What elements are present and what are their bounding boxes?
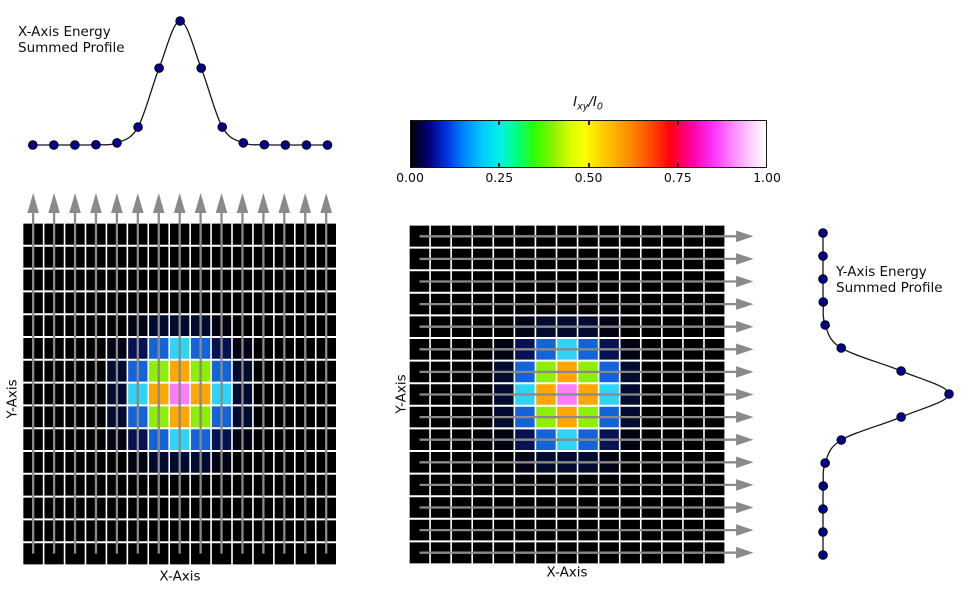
sum-arrow-head — [736, 230, 754, 243]
sum-arrow-head — [736, 253, 754, 265]
sum-arrow-head — [736, 343, 754, 356]
colorbar-tick-label: 0.50 — [574, 170, 603, 185]
x-profile-title-line1: X-Axis Energy — [18, 24, 111, 40]
sum-arrow-head — [736, 546, 754, 559]
sum-arrow-head — [278, 193, 291, 213]
sum-arrow-head — [90, 193, 102, 213]
colorbar-tick-mark — [676, 120, 679, 125]
profile-data-point — [820, 458, 830, 468]
profile-data-point — [836, 435, 847, 445]
colorbar-tick-mark — [498, 163, 501, 168]
profile-data-point — [896, 412, 906, 422]
profile-data-point — [91, 139, 101, 150]
sum-arrow-head — [736, 411, 754, 423]
sum-arrow-head — [736, 388, 754, 401]
profile-data-point — [818, 251, 828, 261]
sum-arrow-head — [736, 456, 754, 469]
sum-arrow-head — [173, 193, 186, 213]
sum-arrow-head — [736, 479, 754, 491]
sum-arrow-head — [736, 501, 754, 514]
sum-arrow-head — [736, 524, 754, 536]
sum-arrow-head — [736, 366, 754, 378]
profile-data-point — [217, 122, 228, 132]
sum-arrow-head — [736, 320, 754, 333]
colorbar-tick-mark — [676, 163, 679, 168]
left-heatmap-y-axis-label: Y-Axis — [4, 379, 21, 419]
y-profile-title-line1: Y-Axis Energy — [836, 264, 927, 280]
left-heatmap-x-axis-label: X-Axis — [159, 568, 201, 585]
x-profile-title-line2: Summed Profile — [18, 39, 125, 56]
sum-arrow-head — [299, 193, 312, 213]
colorbar-tick-label: 0.00 — [396, 170, 424, 185]
profile-data-point — [280, 140, 291, 150]
sum-arrow-head — [736, 433, 754, 446]
profile-data-point — [238, 138, 249, 148]
profile-data-point — [133, 122, 143, 132]
profile-data-point — [818, 550, 828, 560]
profile-data-point — [818, 527, 828, 537]
profile-data-point — [301, 140, 312, 150]
sum-arrow-head — [257, 193, 270, 213]
colorbar-tick-label: 0.25 — [485, 170, 514, 185]
sum-arrow-head — [215, 193, 228, 213]
colorbar-tick-mark — [587, 163, 590, 168]
profile-data-point — [196, 63, 206, 73]
sum-arrow-head — [152, 193, 165, 213]
profile-data-point — [70, 140, 80, 150]
profile-data-point — [818, 481, 829, 491]
profile-data-point — [154, 63, 164, 73]
right-heatmap-y-axis-label: Y-Axis — [393, 374, 410, 414]
profile-data-point — [112, 138, 122, 148]
colorbar-gradient-bar — [410, 120, 767, 168]
profile-data-point — [28, 140, 38, 150]
colorbar-tick-mark — [498, 120, 501, 125]
profile-data-point — [818, 228, 828, 238]
profile-data-point — [322, 140, 333, 150]
colorbar-tick-label: 1.00 — [753, 170, 781, 185]
profile-data-point — [818, 274, 828, 284]
y-profile-title-line2: Summed Profile — [836, 279, 943, 296]
profile-data-point — [944, 389, 954, 399]
profile-data-point — [818, 504, 828, 514]
sum-arrow-head — [194, 193, 207, 213]
sum-arrow-head — [320, 193, 332, 213]
sum-arrow-head — [236, 193, 249, 213]
sum-arrow-head — [736, 275, 754, 288]
sum-arrow-head — [111, 193, 123, 213]
sum-arrow-head — [132, 193, 144, 213]
profile-data-point — [175, 16, 185, 26]
sum-arrow-head — [736, 298, 754, 310]
y-profile-title: Y-Axis Energy Summed Profile — [836, 264, 943, 296]
colorbar-tick-label: 0.75 — [663, 170, 692, 185]
profile-data-point — [820, 320, 830, 330]
x-profile-title: X-Axis Energy Summed Profile — [18, 24, 125, 56]
colorbar: Ixy/I0 0.00 0.25 0.50 0.75 1.00 — [396, 94, 781, 185]
profile-data-point — [49, 140, 59, 150]
colorbar-tick-mark — [587, 120, 590, 125]
profile-data-point — [259, 139, 270, 150]
colorbar-title: Ixy/I0 — [573, 94, 603, 113]
profile-data-point — [896, 366, 906, 376]
profile-data-point — [836, 343, 847, 353]
sum-arrow-head — [48, 193, 60, 213]
right-heatmap-x-axis-label: X-Axis — [546, 564, 588, 581]
sum-arrow-head — [27, 193, 39, 213]
profile-data-point — [818, 297, 829, 307]
sum-arrow-head — [69, 193, 81, 213]
